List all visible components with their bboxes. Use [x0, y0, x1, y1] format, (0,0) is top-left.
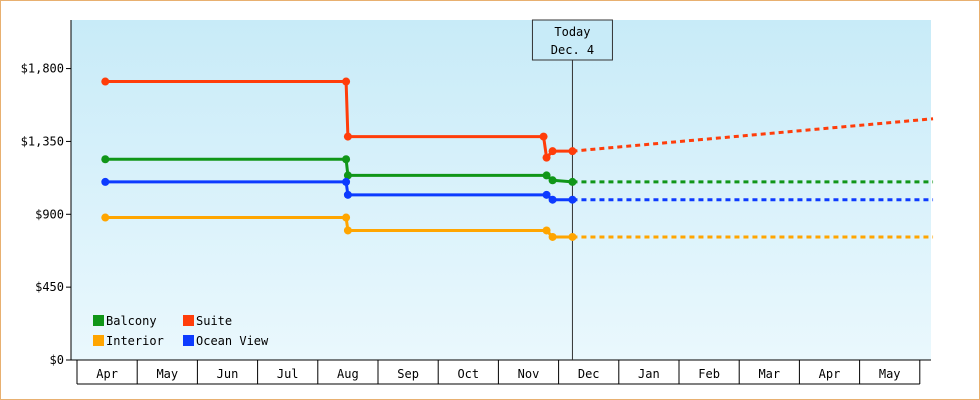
x-tick-label: Sep [397, 367, 419, 381]
data-point-ocean-view [548, 195, 557, 204]
legend-swatch-interior [93, 335, 104, 346]
plot-background [71, 20, 931, 360]
data-point-ocean-view [568, 195, 577, 204]
data-point-suite [342, 77, 351, 86]
y-tick-label: $0 [50, 353, 64, 367]
x-tick-label: Apr [819, 367, 841, 381]
x-tick-label: Jul [277, 367, 299, 381]
x-tick-label: Feb [698, 367, 720, 381]
today-box [531, 19, 613, 61]
y-tick-label: $1,800 [21, 62, 64, 76]
data-point-ocean-view [343, 190, 352, 199]
data-point-suite [539, 132, 548, 141]
data-point-suite [101, 77, 110, 86]
data-point-suite [542, 153, 551, 162]
data-point-balcony [101, 155, 110, 164]
y-tick-label: $450 [35, 280, 64, 294]
x-tick-label: Oct [457, 367, 479, 381]
data-point-ocean-view [542, 190, 551, 199]
data-point-balcony [548, 176, 557, 185]
x-tick-label: May [156, 367, 178, 381]
data-point-interior [548, 232, 557, 241]
legend-swatch-suite [183, 315, 194, 326]
data-point-balcony [542, 171, 551, 180]
x-tick-label: Dec [578, 367, 600, 381]
x-tick-label: Nov [518, 367, 540, 381]
data-point-balcony [343, 171, 352, 180]
legend-label-balcony: Balcony [106, 314, 157, 328]
data-point-ocean-view [101, 177, 110, 186]
data-point-suite [548, 147, 557, 156]
data-point-suite [343, 132, 352, 141]
data-point-interior [568, 232, 577, 241]
today-label: Today [554, 25, 590, 39]
x-tick-label: Jan [638, 367, 660, 381]
y-tick-label: $1,350 [21, 134, 64, 148]
data-point-suite [568, 147, 577, 156]
data-point-balcony [342, 155, 351, 164]
legend-label-suite: Suite [196, 314, 232, 328]
data-point-interior [542, 226, 551, 235]
legend-swatch-balcony [93, 315, 104, 326]
x-tick-label: Aug [337, 367, 359, 381]
x-tick-label: Jun [217, 367, 239, 381]
legend-label-interior: Interior [106, 334, 164, 348]
data-point-interior [101, 213, 110, 222]
legend-swatch-ocean-view [183, 335, 194, 346]
data-point-interior [343, 226, 352, 235]
data-point-balcony [568, 177, 577, 186]
series-projection-suite [572, 117, 934, 153]
x-tick-label: Mar [758, 367, 780, 381]
today-date: Dec. 4 [551, 43, 594, 57]
legend: Balcony Suite Interior Ocean View [93, 314, 269, 348]
x-tick-label: Apr [96, 367, 118, 381]
data-point-interior [342, 213, 351, 222]
x-tick-label: May [879, 367, 901, 381]
legend-label-ocean-view: Ocean View [196, 334, 269, 348]
y-tick-label: $900 [35, 207, 64, 221]
data-point-ocean-view [342, 177, 351, 186]
